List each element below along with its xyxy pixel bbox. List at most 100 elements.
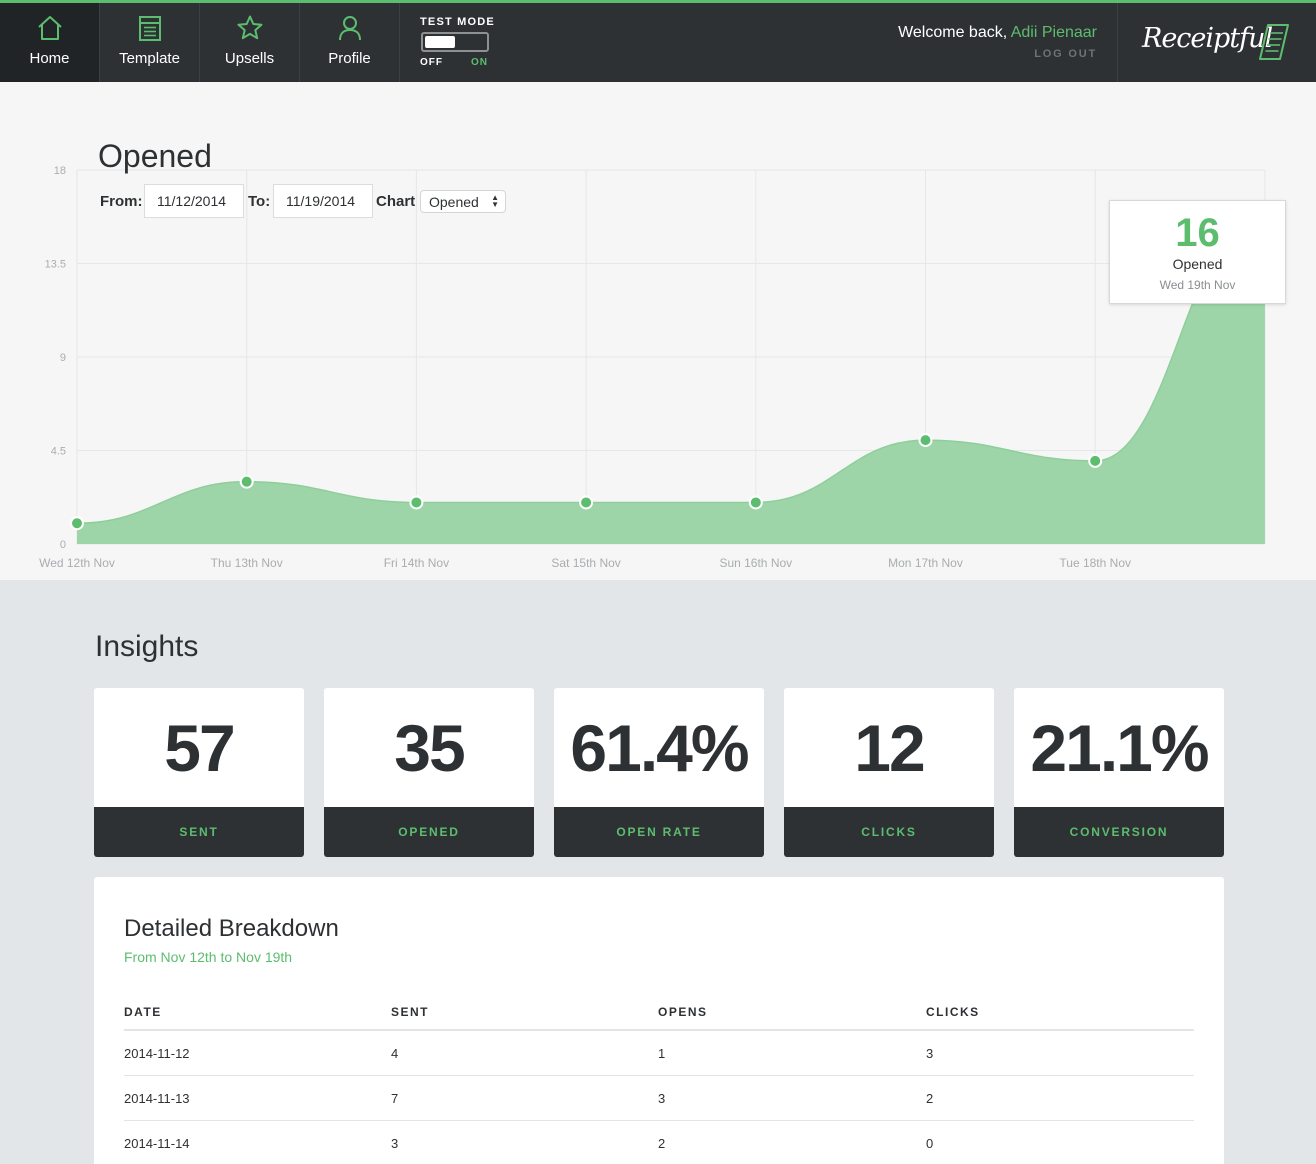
chart-type-label: Chart [376, 193, 416, 210]
column-header-clicks[interactable]: CLICKS [926, 1005, 980, 1019]
test-mode-off-label: OFF [420, 57, 443, 68]
insight-value: 57 [164, 711, 235, 785]
column-header-sent[interactable]: SENT [391, 1005, 430, 1019]
insight-label: SENT [94, 807, 304, 857]
chart-type-select[interactable]: Opened ▲ ▼ [420, 190, 506, 213]
insight-value: 21.1% [1030, 711, 1209, 785]
from-label: From: [100, 193, 143, 210]
table-row: 2014-11-14 3 2 0 [124, 1121, 1194, 1164]
insight-card-open-rate: 61.4% OPEN RATE [554, 688, 764, 857]
insight-label: OPEN RATE [554, 807, 764, 857]
user-icon [339, 16, 361, 41]
y-tick-label: 13.5 [45, 259, 66, 271]
breakdown-date-range: From Nov 12th to Nov 19th [124, 949, 293, 965]
detailed-breakdown-panel: Detailed Breakdown From Nov 12th to Nov … [94, 877, 1224, 1164]
cell-sent: 7 [391, 1091, 399, 1106]
tooltip-value: 16 [1175, 211, 1220, 255]
data-point [1088, 453, 1103, 468]
x-tick-label: Wed 12th Nov [39, 556, 115, 570]
toggle-knob [425, 36, 455, 48]
insight-label: CONVERSION [1014, 807, 1224, 857]
insight-card-clicks: 12 CLICKS [784, 688, 994, 857]
nav-item-profile[interactable]: Profile [300, 3, 400, 82]
nav-item-template[interactable]: Template [100, 3, 200, 82]
insight-value: 35 [394, 711, 465, 785]
home-icon [38, 16, 62, 40]
breakdown-table: DATE SENT OPENS CLICKS 2014-11-12 4 1 3 … [124, 1003, 1194, 1164]
column-header-opens[interactable]: OPENS [658, 1005, 708, 1019]
data-point [918, 433, 933, 448]
chart-title: Opened [98, 138, 212, 174]
nav-label-home: Home [29, 50, 70, 67]
x-tick-label: Tue 18th Nov [1059, 556, 1131, 570]
brand-wordmark: Receiptful [1142, 23, 1273, 54]
breakdown-title: Detailed Breakdown [124, 915, 339, 942]
x-tick-label: Mon 17th Nov [888, 556, 963, 570]
table-row: 2014-11-12 4 1 3 [124, 1031, 1194, 1076]
insight-label: OPENED [324, 807, 534, 857]
from-date-input[interactable] [144, 184, 244, 218]
nav-item-upsells[interactable]: Upsells [200, 3, 300, 82]
nav-label-upsells: Upsells [224, 50, 275, 67]
test-mode-toggle[interactable] [421, 32, 489, 52]
cell-sent: 4 [391, 1046, 399, 1061]
user-name-link[interactable]: Adii Pienaar [1010, 24, 1097, 41]
y-tick-label: 9 [60, 352, 66, 364]
cell-date: 2014-11-12 [124, 1046, 190, 1061]
top-navigation-bar: Home Template Upsells Profile TEST MODE … [0, 0, 1316, 82]
column-header-date[interactable]: DATE [124, 1005, 162, 1019]
insights-title: Insights [95, 630, 199, 663]
x-tick-label: Sun 16th Nov [719, 556, 792, 570]
select-arrows-icon: ▲ ▼ [491, 193, 499, 209]
insight-value: 61.4% [570, 711, 749, 785]
test-mode-title: TEST MODE [420, 16, 495, 28]
test-mode-on-label: ON [471, 57, 488, 68]
data-point [239, 474, 254, 489]
cell-clicks: 0 [926, 1136, 934, 1151]
series-area [77, 211, 1265, 544]
insight-card-sent: 57 SENT [94, 688, 304, 857]
cell-date: 2014-11-13 [124, 1091, 190, 1106]
y-tick-label: 18 [54, 165, 66, 177]
welcome-text: Welcome back, [898, 24, 1008, 41]
chart-type-selected: Opened [429, 194, 479, 210]
y-tick-label: 0 [60, 539, 66, 551]
x-tick-label: Thu 13th Nov [211, 556, 283, 570]
cell-date: 2014-11-14 [124, 1136, 190, 1151]
cell-opens: 1 [658, 1046, 666, 1061]
template-icon [139, 16, 161, 41]
x-tick-label: Fri 14th Nov [384, 556, 449, 570]
cell-clicks: 2 [926, 1091, 934, 1106]
to-label: To: [248, 193, 271, 210]
series-line [76, 210, 1265, 524]
star-icon [237, 15, 263, 40]
tooltip-label: Opened [1172, 256, 1223, 272]
insight-value: 12 [854, 711, 925, 785]
y-tick-label: 4.5 [51, 446, 66, 458]
brand-logo[interactable]: Receiptful [1117, 3, 1316, 82]
opened-area-chart[interactable]: 0 4.5 9 13.5 18 Wed 12th Nov Thu 13th Nov Fri 1… [0, 82, 1316, 580]
nav-label-profile: Profile [328, 50, 371, 67]
cell-sent: 3 [391, 1136, 399, 1151]
tooltip-date: Wed 19th Nov [1159, 278, 1236, 292]
chart-tooltip: 16 Opened Wed 19th Nov [1109, 200, 1286, 304]
cell-opens: 3 [658, 1091, 666, 1106]
opened-chart-section: 0 4.5 9 13.5 18 Wed 12th Nov Thu 13th Nov Fri 1… [0, 82, 1316, 580]
logout-link[interactable]: LOG OUT [1034, 48, 1097, 60]
table-row: 2014-11-13 7 3 2 [124, 1076, 1194, 1121]
insight-label: CLICKS [784, 807, 994, 857]
insight-card-opened: 35 OPENED [324, 688, 534, 857]
insight-card-conversion: 21.1% CONVERSION [1014, 688, 1224, 857]
to-date-input[interactable] [273, 184, 373, 218]
test-mode-toggle-group: TEST MODE OFF ON [420, 16, 500, 72]
x-tick-label: Sat 15th Nov [551, 556, 620, 570]
data-point [748, 495, 763, 510]
nav-item-home[interactable]: Home [0, 3, 100, 82]
data-point [409, 495, 424, 510]
welcome-message: Welcome back, Adii Pienaar [898, 24, 1097, 42]
cell-clicks: 3 [926, 1046, 934, 1061]
data-point [70, 516, 84, 531]
data-point [579, 495, 594, 510]
table-header-row: DATE SENT OPENS CLICKS [124, 1003, 1194, 1031]
nav-label-template: Template [119, 50, 180, 67]
